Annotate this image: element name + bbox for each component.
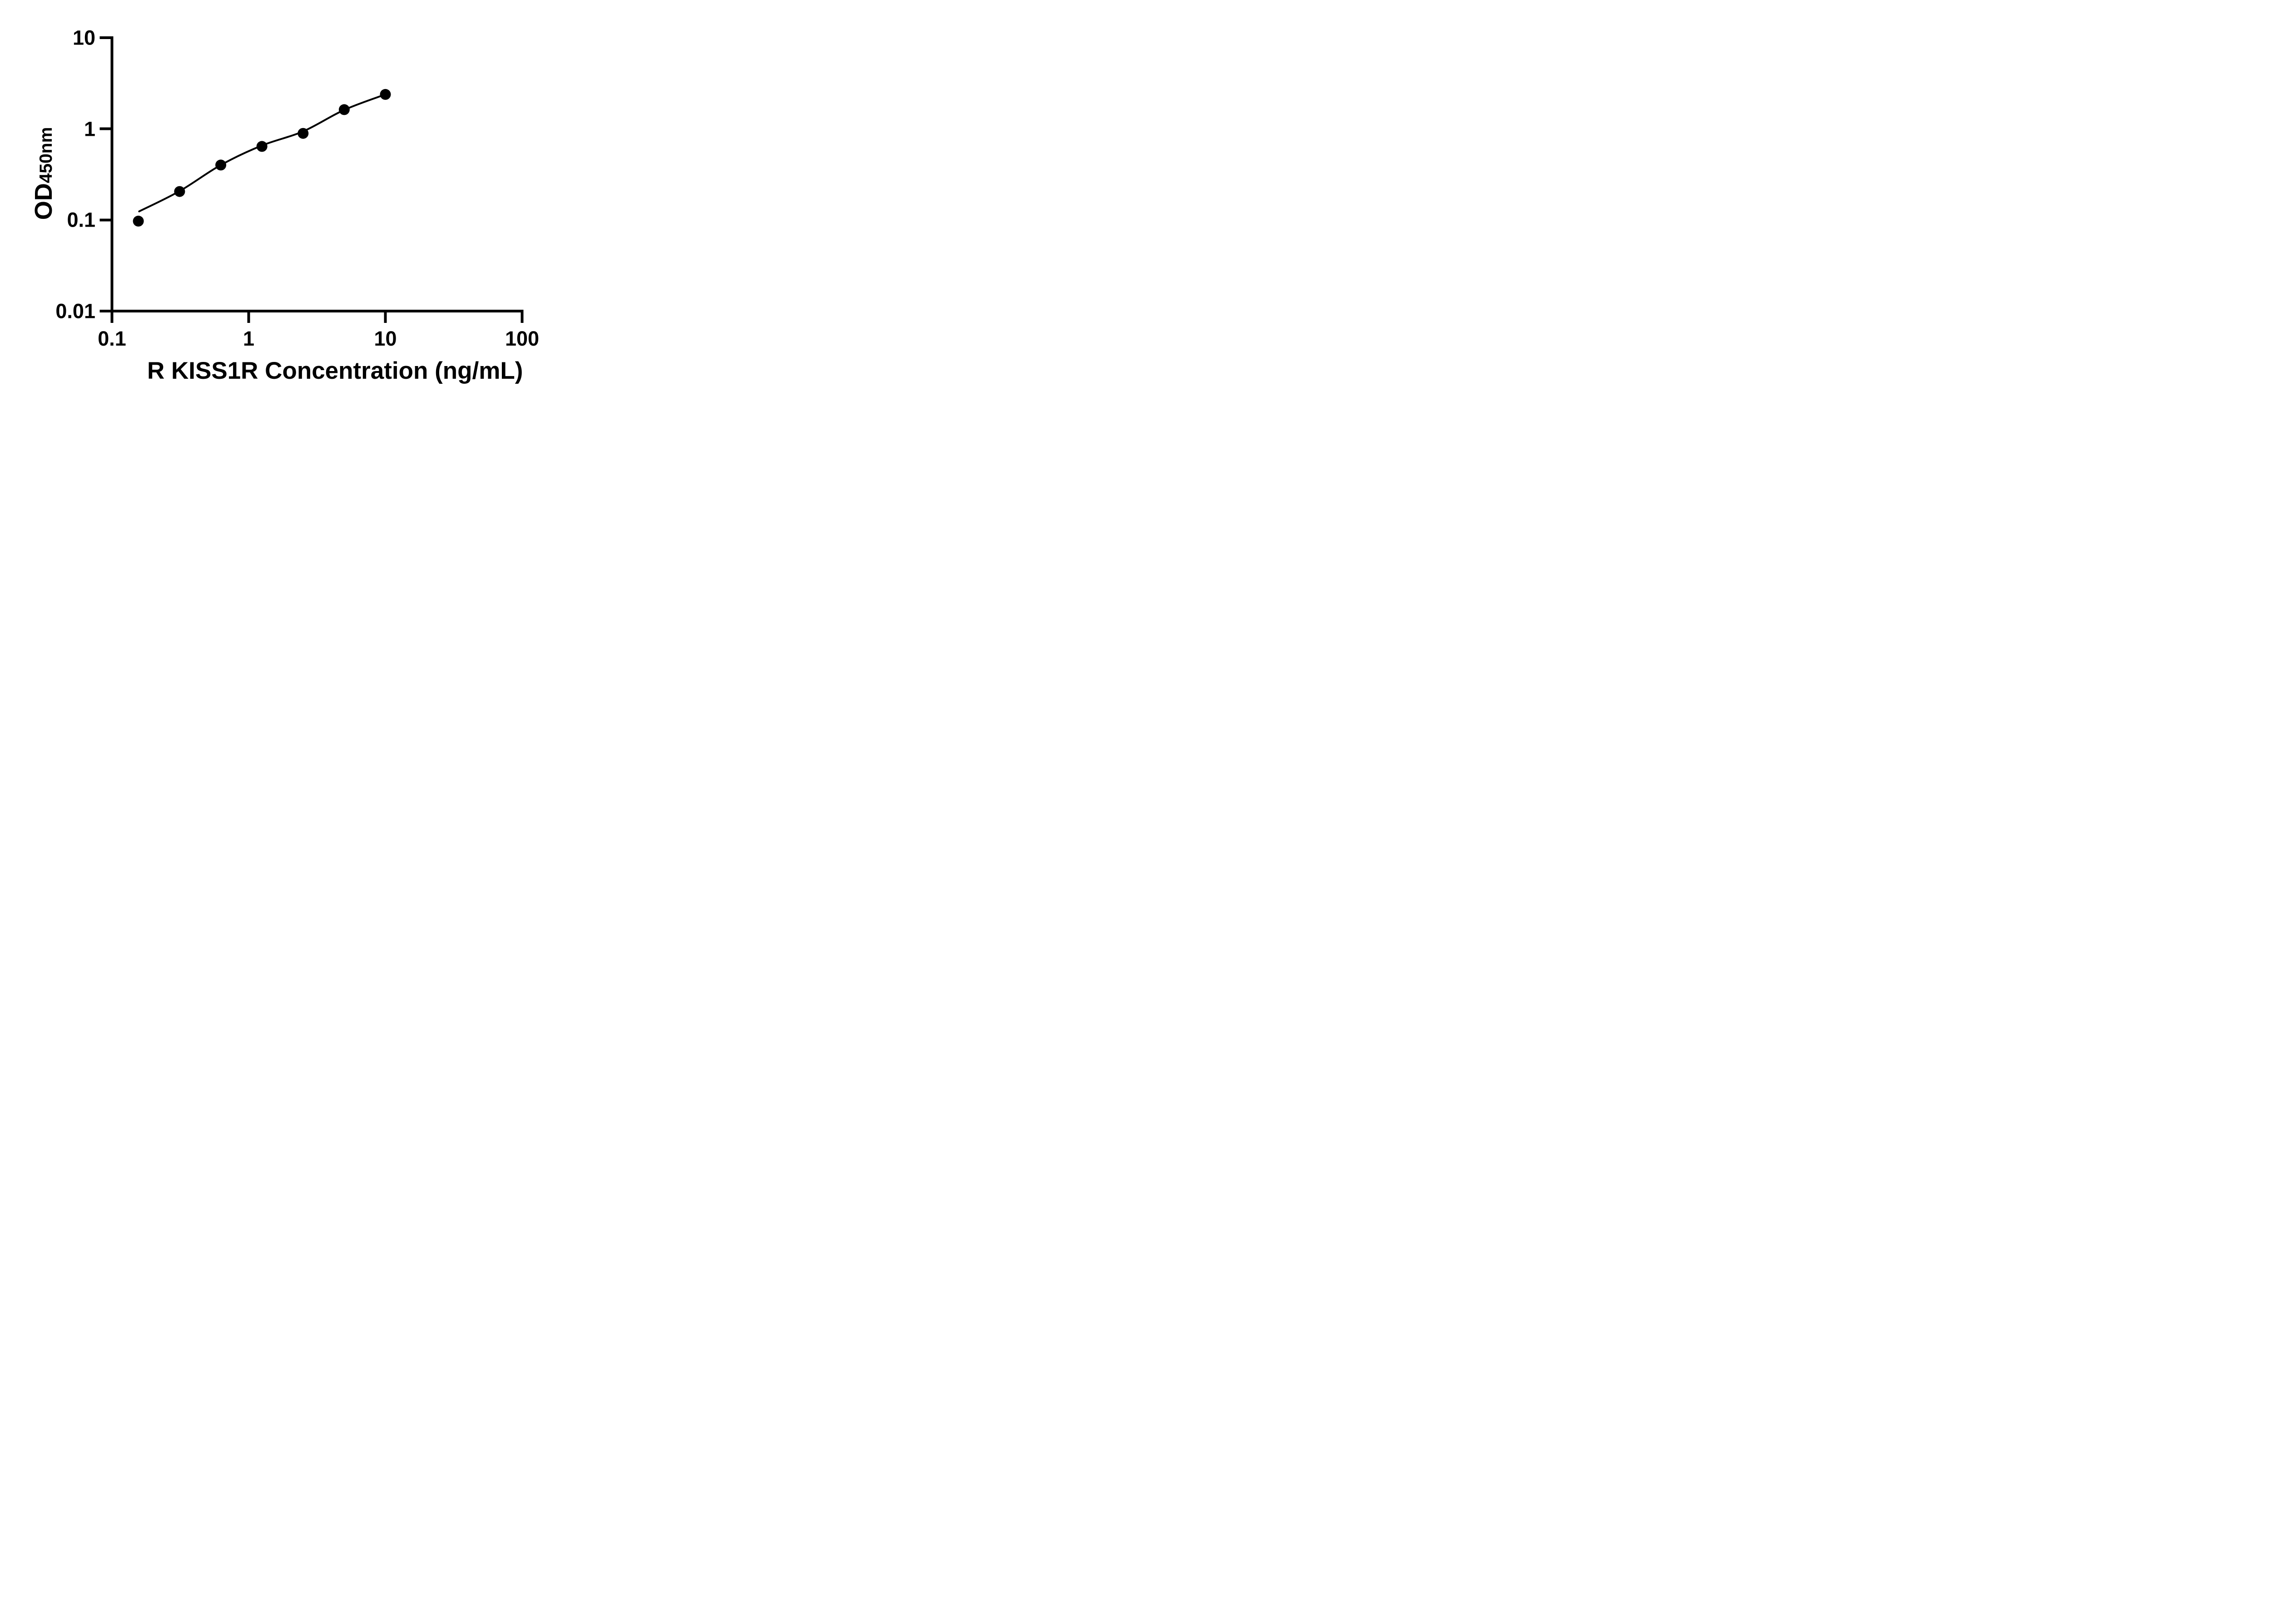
data-point (338, 104, 350, 115)
data-point (133, 215, 144, 227)
data-point (256, 141, 268, 152)
x-tick-label: 1 (243, 327, 255, 350)
y-tick-label: 0.01 (55, 299, 95, 323)
x-axis-title: R KISS1R Concentration (ng/mL) (147, 357, 523, 384)
y-tick-label: 0.1 (67, 208, 95, 232)
plot-canvas (99, 36, 524, 323)
x-tick-label: 100 (505, 327, 540, 350)
x-tick-label: 0.1 (98, 327, 126, 350)
data-point (174, 186, 185, 197)
x-tick-label: 10 (374, 327, 397, 350)
y-tick-label: 10 (72, 26, 95, 50)
y-axis-title-text: OD450nm (30, 127, 57, 220)
y-axis-title-subscript: 450nm (36, 127, 56, 183)
y-axis-title-main: OD (30, 183, 57, 220)
data-point (380, 89, 391, 100)
data-point (298, 128, 309, 139)
y-tick-label: 1 (84, 117, 95, 140)
data-point (215, 159, 227, 171)
elisa-standard-curve-figure: 10 1 0.1 0.01 0.1 1 10 100 OD450nm R KISS1R Co… (0, 0, 584, 406)
